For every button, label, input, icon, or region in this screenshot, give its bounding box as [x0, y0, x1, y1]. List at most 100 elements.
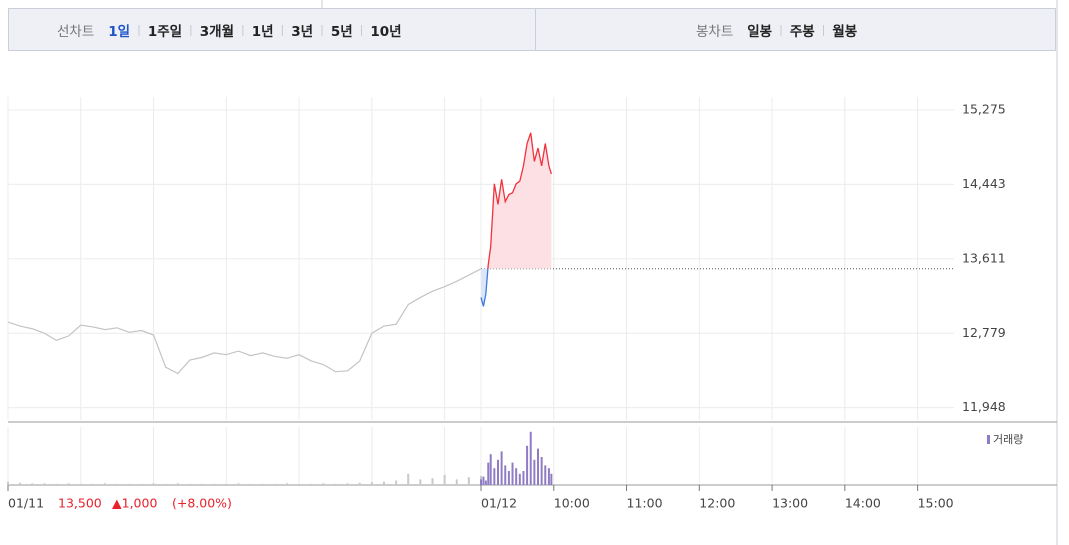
volume-bar: [237, 483, 240, 485]
separator: |: [359, 23, 364, 36]
period-tab[interactable]: 1년: [251, 23, 274, 40]
x-tick-label: 14:00: [845, 496, 881, 511]
volume-bar: [19, 482, 22, 485]
x-tick-label: 10:00: [554, 496, 590, 511]
volume-bar: [31, 483, 34, 485]
volume-bar: [43, 483, 46, 485]
volume-bar: [67, 483, 70, 485]
volume-bar: [128, 483, 131, 485]
volume-bar: [285, 483, 288, 485]
volume-bar: [493, 468, 496, 485]
legend-swatch: [987, 435, 990, 444]
x-tick-label: 11:00: [627, 496, 663, 511]
area-fill: [481, 268, 488, 307]
period-tab[interactable]: 3개월: [199, 23, 234, 40]
volume-bar: [455, 479, 458, 485]
toolbar: 선차트 1일 | 1주일 | 3개월 | 1년 | 3년 | 5년 | 10년 봉차트 일봉 | 주봉 | 월봉: [8, 8, 1056, 51]
tab-label: 봉차트: [696, 23, 734, 40]
price-annotation: 13,500: [58, 496, 102, 511]
period-tab[interactable]: 주봉: [789, 23, 815, 40]
volume-bar: [507, 471, 510, 485]
separator: |: [137, 23, 141, 36]
volume-bar: [261, 483, 264, 485]
volume-bar: [298, 483, 301, 485]
volume-bar: [370, 482, 373, 485]
volume-bar: [358, 482, 361, 485]
volume-bar: [533, 459, 536, 485]
volume-bar: [537, 448, 540, 485]
volume-bar: [544, 465, 547, 485]
volume-bar: [201, 483, 204, 485]
period-tab[interactable]: 일봉: [747, 23, 773, 40]
volume-bar: [346, 483, 349, 485]
volume-bar: [489, 454, 492, 485]
volume-bar: [480, 479, 482, 485]
volume-bar: [249, 483, 252, 485]
volume-bar: [529, 431, 532, 485]
volume-bar: [511, 462, 514, 485]
period-tab[interactable]: 5년: [330, 23, 353, 40]
volume-bar: [443, 474, 446, 485]
separator: |: [280, 23, 285, 36]
x-tick-label: 13:00: [772, 496, 808, 511]
volume-bar: [540, 457, 543, 485]
price-line: [7, 268, 482, 375]
volume-bar: [225, 483, 228, 485]
separator: |: [821, 23, 826, 36]
y-tick-label: 15,275: [962, 101, 1006, 116]
volume-bar: [310, 483, 313, 485]
y-tick-label: 11,948: [962, 399, 1006, 414]
volume-bar: [140, 483, 143, 485]
volume-bar: [91, 483, 94, 485]
volume-bar: [322, 483, 325, 485]
period-tab[interactable]: 월봉: [832, 23, 858, 40]
period-tab[interactable]: 10년: [370, 23, 402, 40]
volume-bar: [164, 483, 167, 485]
change-annotation: ▲1,000: [112, 496, 157, 511]
x-tick-label: 15:00: [918, 496, 954, 511]
price-line: [487, 132, 552, 269]
volume-bar: [419, 479, 422, 485]
period-tab[interactable]: 1주일: [147, 23, 183, 40]
volume-bar: [467, 477, 470, 485]
x-tick-label: 01/12: [481, 496, 517, 511]
volume-bar: [496, 459, 499, 485]
volume-bar: [382, 481, 385, 485]
volume-bar: [431, 478, 434, 485]
x-tick-label: 01/11: [8, 496, 44, 511]
volume-bar: [176, 483, 179, 485]
separator: |: [320, 23, 324, 36]
period-tab[interactable]: 1일: [108, 23, 131, 40]
volume-bar: [7, 481, 9, 485]
volume-bar: [550, 473, 553, 485]
volume-bar: [526, 445, 529, 485]
y-tick-label: 13,611: [962, 250, 1006, 265]
area-fill: [481, 132, 552, 269]
separator: |: [241, 23, 245, 36]
x-tick-label: 12:00: [699, 496, 735, 511]
period-tab[interactable]: 3년: [291, 23, 314, 40]
volume-bar: [213, 483, 216, 485]
separator: |: [779, 23, 783, 36]
volume-bar: [500, 451, 503, 485]
volume-bar: [547, 468, 550, 485]
volume-bar: [484, 480, 487, 485]
volume-bar: [273, 483, 276, 485]
volume-bar: [55, 483, 58, 485]
volume-bar: [104, 483, 107, 485]
candle-chart-tabs: 봉차트 일봉 | 주봉 | 월봉: [536, 9, 1055, 50]
volume-bar: [79, 483, 82, 485]
volume-bar: [334, 483, 337, 485]
y-tick-label: 12,779: [962, 325, 1006, 340]
legend-label: 거래량: [993, 433, 1023, 446]
tab-label: 선차트: [57, 23, 95, 40]
separator: |: [189, 23, 193, 36]
volume-bar: [518, 473, 521, 485]
y-tick-label: 14,443: [962, 176, 1006, 191]
volume-bar: [407, 473, 410, 485]
volume-bar: [188, 483, 191, 485]
volume-bar: [482, 476, 485, 485]
volume-bar: [395, 480, 398, 485]
